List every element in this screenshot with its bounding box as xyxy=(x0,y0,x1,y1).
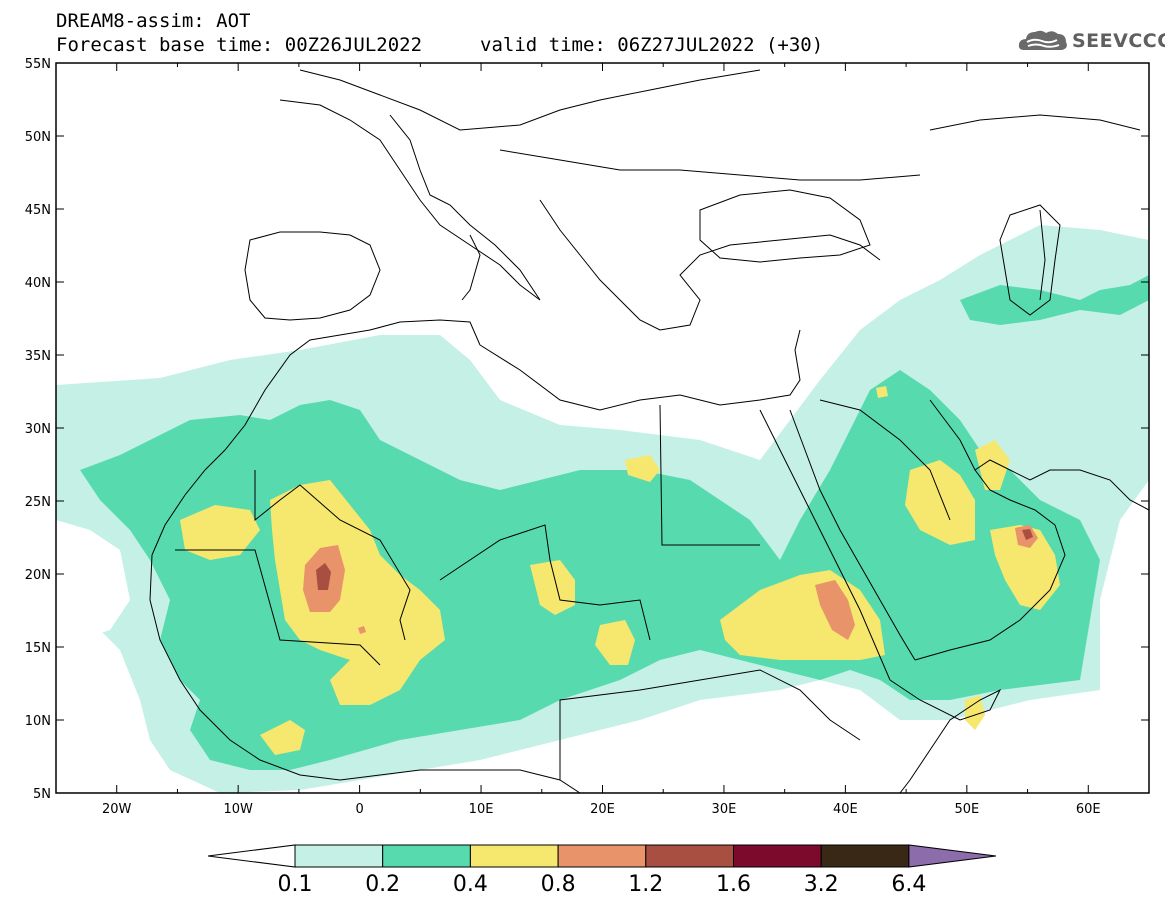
lon-tick-label: 30E xyxy=(712,802,737,817)
lon-tick-label: 40E xyxy=(833,802,858,817)
colorbar-label: 1.6 xyxy=(716,872,751,897)
colorbar: 0.1 0.2 0.4 0.8 1.2 1.6 3.2 6.4 xyxy=(208,845,996,897)
lon-labels: 20W 10W 0 10E 20E 30E 40E 50E 60E xyxy=(102,802,1101,817)
lat-tick-label: 25N xyxy=(25,495,51,510)
colorbar-over-arrow xyxy=(909,845,996,867)
colorbar-label: 0.2 xyxy=(365,872,400,897)
lon-tick-label: 60E xyxy=(1076,802,1101,817)
lat-tick-label: 30N xyxy=(25,422,51,437)
lon-tick-label: 10W xyxy=(223,802,253,817)
colorbar-label: 0.1 xyxy=(278,872,313,897)
lat-labels: 55N 50N 45N 40N 35N 30N 25N 20N 15N 10N 5N xyxy=(25,57,51,802)
colorbar-segment xyxy=(646,845,734,867)
colorbar-under-arrow xyxy=(208,845,295,867)
colorbar-label: 0.4 xyxy=(453,872,488,897)
colorbar-label: 3.2 xyxy=(804,872,839,897)
colorbar-segment xyxy=(558,845,646,867)
lat-tick-label: 50N xyxy=(25,130,51,145)
colorbar-segment xyxy=(295,845,383,867)
colorbar-segment xyxy=(821,845,909,867)
lat-tick-label: 35N xyxy=(25,349,51,364)
lat-tick-label: 5N xyxy=(33,787,51,802)
colorbar-label: 0.8 xyxy=(541,872,576,897)
lat-tick-label: 20N xyxy=(25,568,51,583)
lon-tick-label: 20W xyxy=(102,802,132,817)
colorbar-label: 1.2 xyxy=(628,872,663,897)
colorbar-segment xyxy=(383,845,471,867)
colorbar-label: 6.4 xyxy=(891,872,926,897)
lat-tick-label: 55N xyxy=(25,57,51,72)
colorbar-segment xyxy=(734,845,822,867)
aot-map: 20W 10W 0 10E 20E 30E 40E 50E 60E 55N 50N 45N 40N 35… xyxy=(0,0,1165,905)
lon-tick-label: 10E xyxy=(469,802,494,817)
lat-tick-label: 10N xyxy=(25,714,51,729)
lat-tick-label: 45N xyxy=(25,203,51,218)
lon-tick-label: 20E xyxy=(590,802,615,817)
lat-tick-label: 15N xyxy=(25,641,51,656)
lon-tick-label: 50E xyxy=(954,802,979,817)
lat-tick-label: 40N xyxy=(25,276,51,291)
lon-tick-label: 0 xyxy=(355,802,363,817)
colorbar-segment xyxy=(470,845,558,867)
